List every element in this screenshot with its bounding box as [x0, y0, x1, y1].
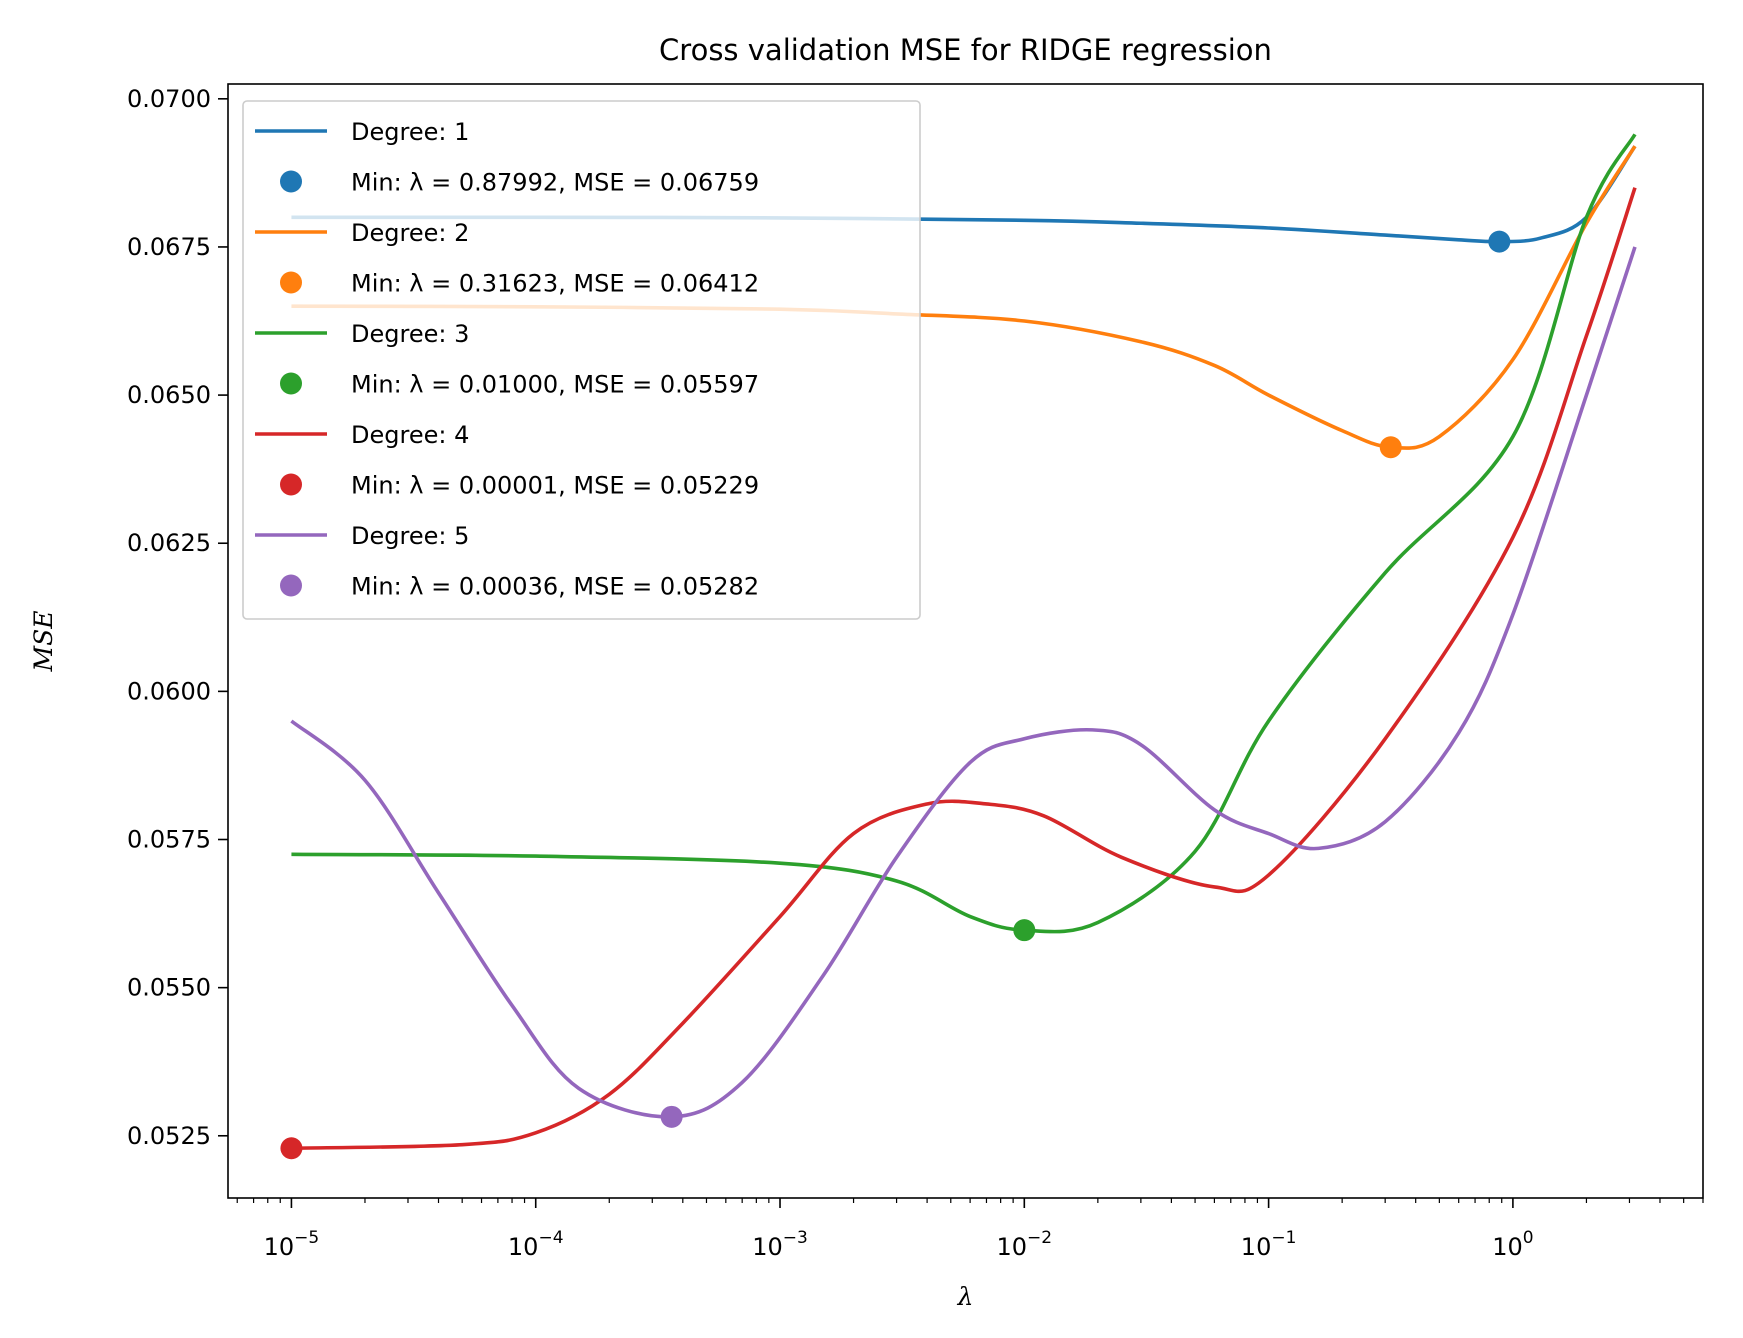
y-tick-label: 0.0675 — [127, 233, 211, 261]
x-tick-base: 10 — [508, 1233, 539, 1261]
min-marker-degree-3 — [1013, 919, 1036, 942]
legend-marker-swatch — [280, 271, 302, 294]
y-tick-label: 0.0550 — [127, 974, 211, 1002]
x-tick-base: 10 — [264, 1233, 295, 1261]
x-tick-base: 10 — [752, 1233, 783, 1261]
axes-frame — [227, 83, 1704, 1199]
min-marker-degree-4 — [280, 1137, 303, 1160]
x-tick-exponent: −2 — [1027, 1228, 1052, 1248]
x-tick-base: 10 — [1492, 1233, 1523, 1261]
y-axis-ticks: 0.0525 0.0550 0.0575 0.0600 0.0625 0.0650 0.06… — [127, 85, 228, 1150]
legend-series-label: Degree: 4 — [351, 421, 469, 449]
min-marker-degree-5 — [660, 1105, 683, 1128]
x-tick-label: 100 — [1492, 1228, 1533, 1261]
min-marker-degree-2 — [1379, 436, 1402, 459]
series-line-degree-3 — [291, 133, 1637, 934]
legend-box — [242, 100, 921, 620]
legend-series-label: Degree: 1 — [351, 118, 469, 146]
legend-min-label: Min: λ = 0.31623, MSE = 0.06412 — [351, 270, 759, 298]
legend-min-label: Min: λ = 0.00001, MSE = 0.05229 — [351, 472, 759, 500]
series-line-degree-5 — [290, 246, 1637, 1119]
y-tick-label: 0.0625 — [127, 529, 211, 557]
legend-marker-swatch — [280, 574, 302, 597]
x-tick-label: 10−1 — [1241, 1228, 1297, 1261]
y-tick-label: 0.0525 — [127, 1122, 211, 1150]
legend-min-label: Min: λ = 0.00036, MSE = 0.05282 — [351, 573, 759, 601]
x-tick-exponent: −5 — [294, 1228, 319, 1248]
x-tick-base: 10 — [1241, 1233, 1272, 1261]
y-tick-label: 0.0575 — [127, 826, 211, 854]
chart-title: Cross validation MSE for RIDGE regressio… — [659, 33, 1272, 67]
x-tick-exponent: −4 — [538, 1228, 563, 1248]
y-tick-label: 0.0650 — [127, 381, 211, 409]
y-tick-label: 0.0700 — [127, 85, 211, 113]
x-tick-exponent: −3 — [783, 1228, 808, 1248]
x-tick-label: 10−5 — [264, 1228, 320, 1261]
min-marker-degree-1 — [1488, 230, 1511, 253]
legend: Degree: 1 Min: λ = 0.87992, MSE = 0.06759… — [242, 100, 921, 620]
x-tick-exponent: 0 — [1523, 1228, 1534, 1248]
x-tick-base: 10 — [997, 1233, 1028, 1261]
series-line-degree-4 — [291, 187, 1637, 1151]
x-axis-label: λ — [957, 1282, 974, 1311]
legend-min-label: Min: λ = 0.87992, MSE = 0.06759 — [351, 169, 759, 197]
legend-marker-swatch — [280, 372, 302, 395]
legend-series-label: Degree: 3 — [351, 320, 469, 348]
x-axis-ticks: 10−5 10−4 10−3 10−2 10−1 100 — [236, 1198, 1704, 1261]
legend-marker-swatch — [280, 170, 302, 193]
x-tick-label: 10−3 — [752, 1228, 808, 1261]
x-tick-exponent: −1 — [1271, 1228, 1296, 1248]
legend-min-label: Min: λ = 0.01000, MSE = 0.05597 — [351, 371, 759, 399]
y-axis-label: MSE — [29, 611, 58, 673]
y-tick-label: 0.0600 — [127, 677, 211, 705]
legend-series-label: Degree: 2 — [351, 219, 469, 247]
x-tick-label: 10−4 — [508, 1228, 564, 1261]
legend-series-label: Degree: 5 — [351, 522, 469, 550]
x-tick-label: 10−2 — [997, 1228, 1053, 1261]
legend-marker-swatch — [280, 473, 302, 496]
